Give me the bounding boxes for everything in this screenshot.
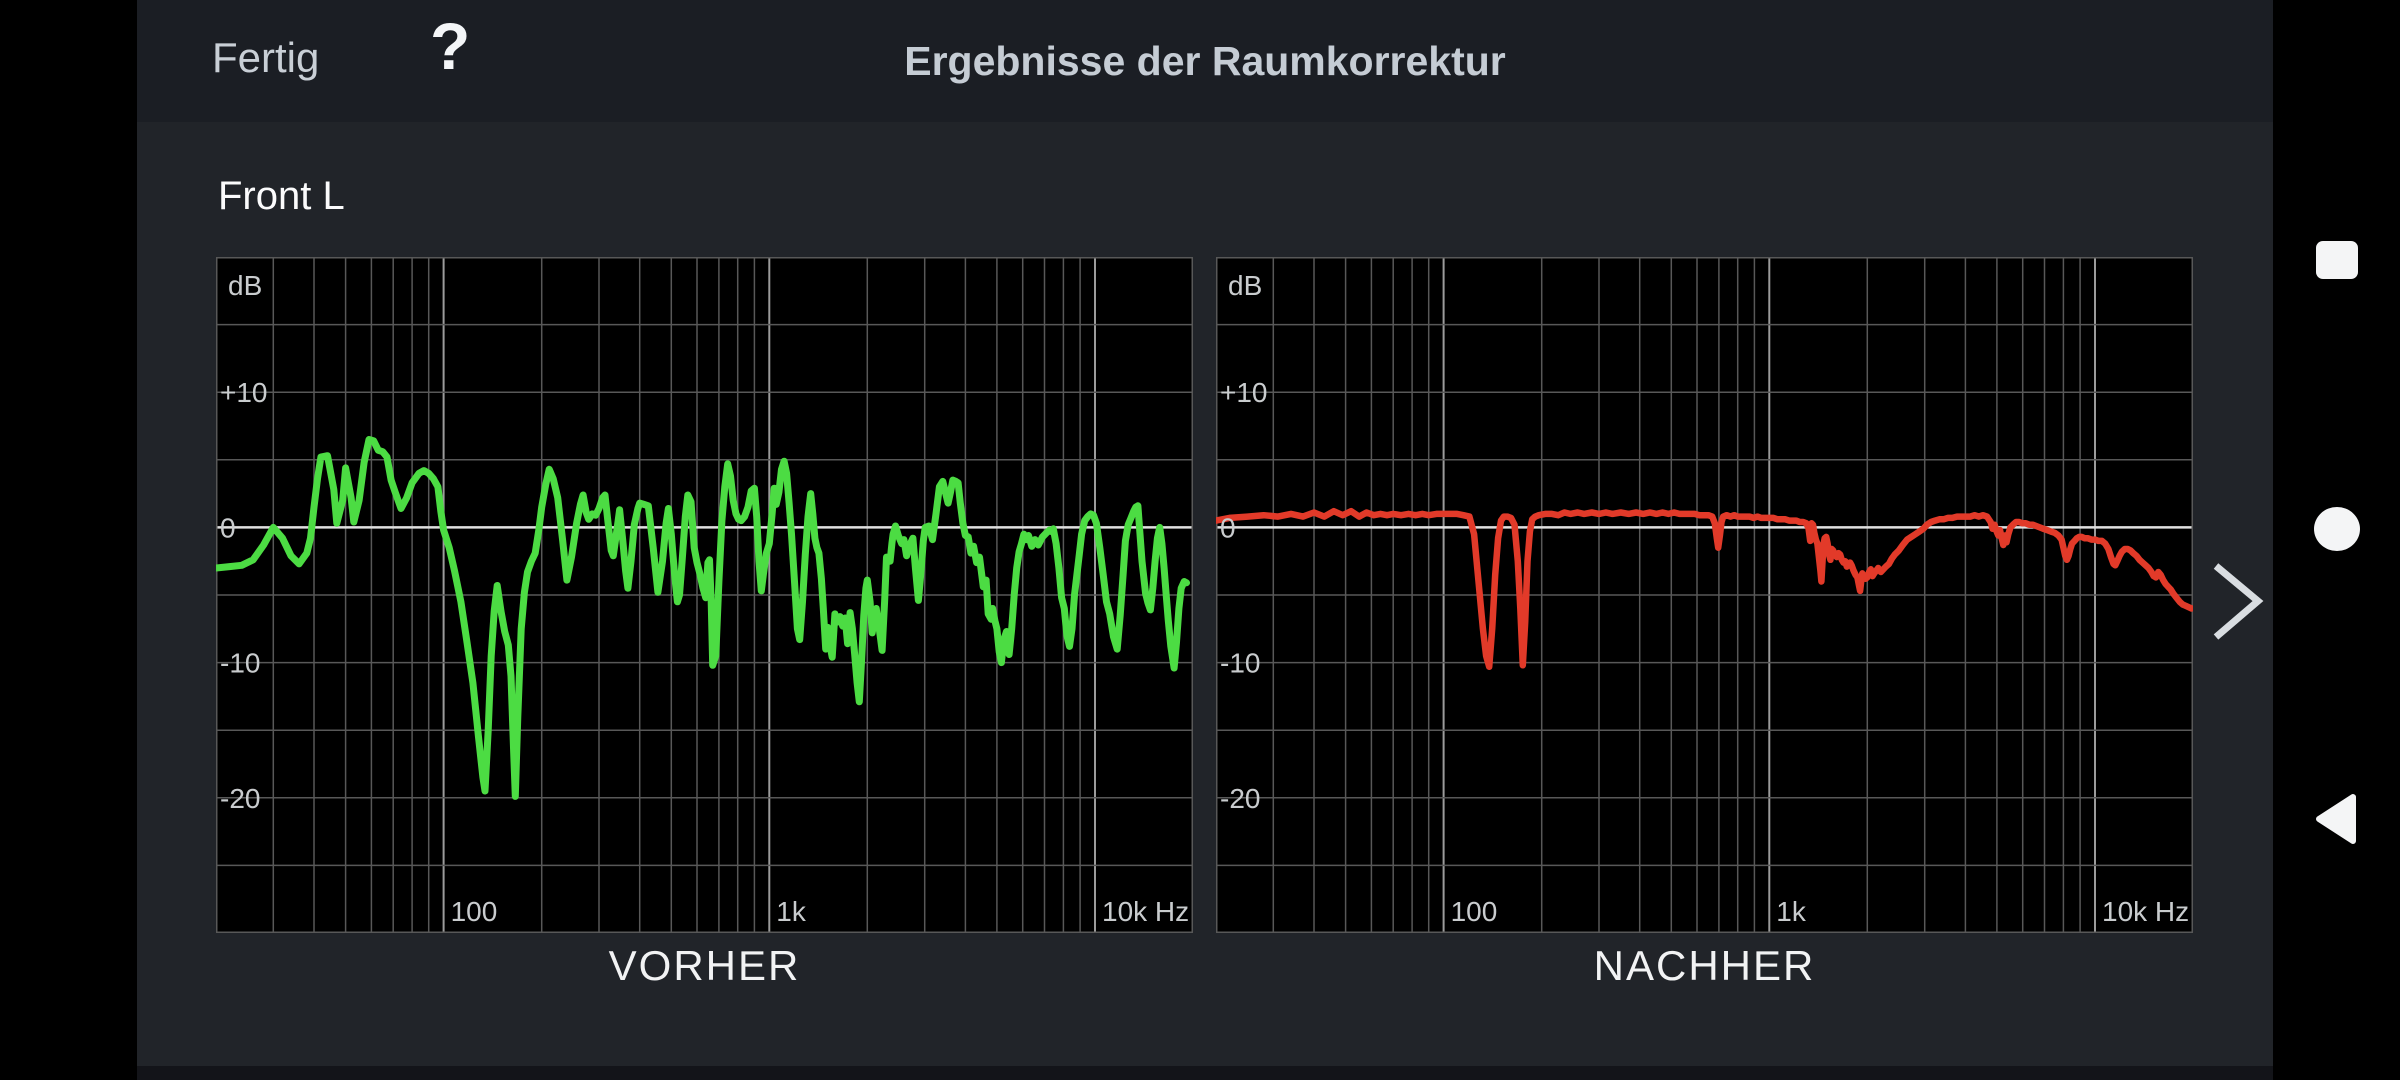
bottom-edge	[137, 1066, 2273, 1080]
recents-square-icon[interactable]	[2273, 236, 2400, 286]
svg-text:-10: -10	[220, 648, 260, 679]
svg-text:dB: dB	[228, 270, 262, 301]
svg-text:-20: -20	[1220, 783, 1260, 814]
chart-before-caption: VORHER	[608, 942, 801, 989]
app-bar: Fertig ? Ergebnisse der Raumkorrektur	[137, 0, 2273, 122]
chart-before-canvas: dB +10 0 -10 -20 100 1k 10k Hz	[216, 257, 1193, 933]
help-icon[interactable]: ?	[430, 9, 471, 83]
page-title: Ergebnisse der Raumkorrektur	[904, 38, 1506, 84]
svg-text:0: 0	[1220, 512, 1236, 543]
svg-text:-10: -10	[1220, 648, 1260, 679]
home-circle-icon[interactable]	[2273, 504, 2400, 554]
svg-text:100: 100	[1451, 896, 1498, 927]
next-page-chevron-icon[interactable]	[2206, 556, 2270, 648]
svg-text:-20: -20	[220, 783, 260, 814]
svg-text:dB: dB	[1228, 270, 1262, 301]
svg-text:100: 100	[451, 896, 498, 927]
svg-text:10k Hz: 10k Hz	[1102, 896, 1189, 927]
svg-text:1k: 1k	[776, 896, 807, 927]
chart-after: dB +10 0 -10 -20 100 1k 10k Hz	[1216, 257, 2193, 933]
channel-label: Front L	[218, 174, 345, 218]
svg-text:0: 0	[220, 512, 236, 543]
done-button[interactable]: Fertig	[212, 34, 320, 81]
svg-text:1k: 1k	[1776, 896, 1807, 927]
chart-before: dB +10 0 -10 -20 100 1k 10k Hz	[216, 257, 1193, 933]
chart-after-caption: NACHHER	[1593, 942, 1816, 989]
svg-text:+10: +10	[1220, 377, 1268, 408]
svg-text:+10: +10	[220, 377, 268, 408]
app-screen: Fertig ? Ergebnisse der Raumkorrektur Fr…	[137, 0, 2273, 1080]
svg-text:10k Hz: 10k Hz	[2102, 896, 2189, 927]
chart-after-canvas: dB +10 0 -10 -20 100 1k 10k Hz	[1216, 257, 2193, 933]
android-nav-bar	[2273, 0, 2400, 1080]
back-triangle-icon[interactable]	[2273, 792, 2400, 846]
